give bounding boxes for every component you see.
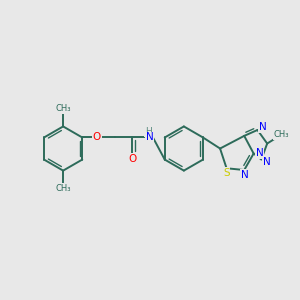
Text: N: N bbox=[256, 148, 263, 158]
Text: N: N bbox=[259, 122, 267, 132]
Text: S: S bbox=[223, 168, 230, 178]
Text: N: N bbox=[263, 158, 271, 167]
Text: CH₃: CH₃ bbox=[274, 130, 289, 139]
Text: O: O bbox=[93, 133, 101, 142]
Text: H: H bbox=[145, 127, 152, 136]
Text: O: O bbox=[128, 154, 136, 164]
Text: N: N bbox=[146, 133, 153, 142]
Text: N: N bbox=[241, 170, 249, 180]
Text: CH₃: CH₃ bbox=[56, 104, 71, 113]
Text: CH₃: CH₃ bbox=[56, 184, 71, 193]
